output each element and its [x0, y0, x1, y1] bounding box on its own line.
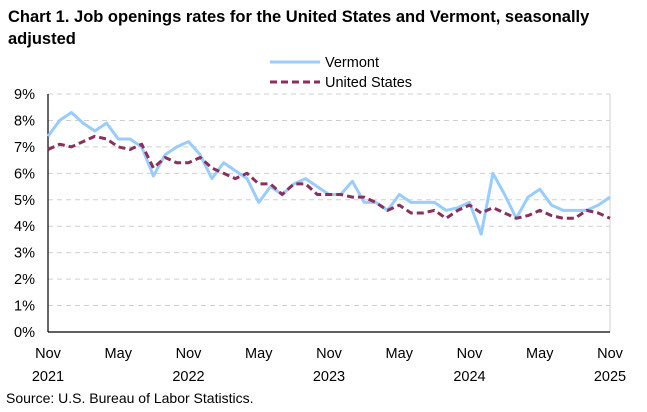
- chart-title: Chart 1. Job openings rates for the Unit…: [8, 8, 590, 48]
- x-tick-month: Nov: [597, 346, 624, 362]
- x-tick-year: 2024: [453, 369, 485, 385]
- y-tick-label: 5%: [14, 193, 35, 209]
- y-tick-label: 9%: [14, 87, 35, 103]
- y-tick-label: 3%: [14, 246, 35, 262]
- y-tick-label: 6%: [14, 166, 35, 182]
- source-note: Source: U.S. Bureau of Labor Statistics.: [6, 390, 254, 406]
- x-tick-month: Nov: [176, 346, 203, 362]
- y-tick-label: 1%: [14, 299, 35, 315]
- y-tick-label: 0%: [14, 325, 35, 341]
- x-tick-year: 2023: [313, 369, 345, 385]
- x-tick-year: 2025: [594, 369, 626, 385]
- legend-label: Vermont: [325, 55, 379, 71]
- x-tick-month: Nov: [457, 346, 484, 362]
- x-tick-month: May: [105, 346, 133, 362]
- series-line-united-states: [47, 134, 611, 220]
- x-tick-year: 2022: [172, 369, 204, 385]
- x-tick-month: Nov: [316, 346, 343, 362]
- y-tick-label: 8%: [14, 113, 35, 129]
- x-tick-month: May: [245, 346, 273, 362]
- y-tick-label: 2%: [14, 272, 35, 288]
- y-tick-label: 7%: [14, 140, 35, 156]
- y-tick-label: 4%: [14, 219, 35, 235]
- x-tick-month: May: [386, 346, 414, 362]
- x-tick-month: Nov: [35, 346, 62, 362]
- x-tick-month: May: [526, 346, 554, 362]
- x-tick-year: 2021: [32, 369, 64, 385]
- legend-label: United States: [325, 75, 412, 91]
